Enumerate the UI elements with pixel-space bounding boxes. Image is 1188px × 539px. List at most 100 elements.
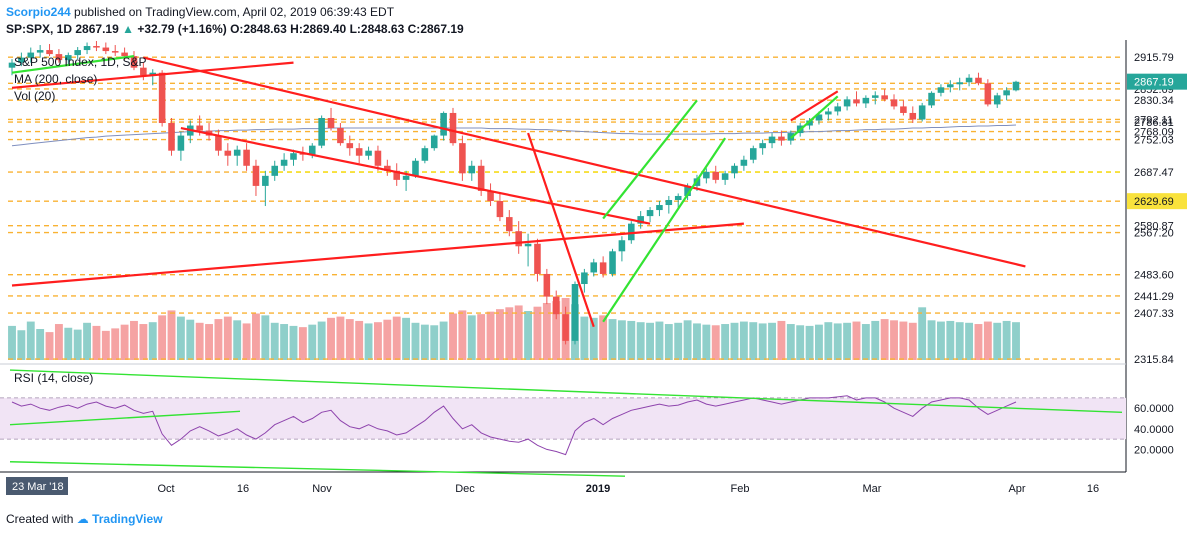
candle-body: [83, 46, 91, 51]
volume-bar: [36, 329, 45, 360]
volume-bar: [327, 317, 335, 360]
ohlc-line: SP:SPX, 1D 2867.19 ▲ +32.79 (+1.16%) O:2…: [6, 21, 906, 38]
candle: [421, 145, 429, 164]
candle: [412, 158, 419, 178]
volume-bar: [702, 324, 711, 360]
volume-bar: [974, 324, 983, 360]
trendline: [143, 56, 1026, 268]
high-value: 2869.40: [302, 22, 347, 36]
candle-body: [36, 50, 44, 53]
candle-body: [393, 170, 400, 180]
time-tick-label: 2019: [586, 483, 610, 495]
volume-bar: [186, 319, 195, 360]
volume-bar: [130, 320, 138, 360]
candle: [703, 168, 710, 184]
time-cursor-label: 23 Mar '18: [12, 481, 64, 493]
candle: [862, 95, 870, 108]
volume-bar: [824, 322, 833, 360]
volume-bar: [730, 322, 739, 360]
footer: Created with ☁ TradingView: [6, 512, 163, 526]
price-tick-label: 2407.33: [1134, 308, 1174, 320]
volume-bar: [223, 316, 232, 360]
candle: [890, 94, 898, 110]
candle-body: [477, 165, 485, 191]
volume-bar: [533, 306, 542, 360]
price-tick-label: 2915.79: [1134, 52, 1174, 64]
volume-bar: [721, 324, 730, 360]
volume-bar: [608, 319, 617, 360]
candle-body: [140, 67, 147, 76]
candle: [618, 236, 626, 262]
candle: [806, 117, 813, 130]
candle-body: [562, 314, 569, 341]
candle: [374, 145, 382, 171]
candle-body: [280, 159, 288, 166]
candle: [252, 159, 260, 196]
candle-body: [937, 87, 945, 93]
candle-body: [637, 216, 644, 224]
volume-bar: [880, 319, 889, 360]
candle-body: [252, 165, 260, 186]
trendline: [790, 95, 839, 139]
trendline: [602, 137, 727, 323]
candle: [881, 89, 888, 102]
candle-body: [918, 105, 926, 120]
candle-body: [215, 135, 222, 151]
candle: [900, 100, 907, 116]
time-tick-label: 16: [237, 483, 249, 495]
trendline: [790, 90, 839, 122]
candle-body: [665, 199, 673, 206]
volume-bar: [524, 311, 533, 360]
up-arrow-icon: ▲: [122, 22, 134, 36]
candle-body: [318, 117, 325, 146]
candle-body: [65, 55, 72, 61]
volume-bar: [477, 314, 486, 360]
candle-body: [224, 150, 232, 156]
author-name[interactable]: Scorpio244: [6, 5, 71, 19]
candle-body: [449, 112, 457, 144]
volume-bar: [871, 320, 880, 360]
volume-bar: [176, 316, 185, 360]
rsi-tick-label: 40.0000: [1134, 424, 1174, 436]
price-chart[interactable]: 2915.792863.862852.692830.342792.112786.…: [0, 40, 1188, 510]
candle: [871, 91, 879, 105]
candle: [956, 77, 963, 91]
volume-bar: [364, 323, 373, 360]
candle: [337, 123, 344, 146]
candle: [918, 102, 926, 122]
candle: [111, 45, 119, 57]
price-tick-label: 2792.11: [1134, 114, 1173, 126]
last-price: 2867.19: [75, 22, 119, 36]
candle: [243, 143, 250, 171]
rsi-trendline: [9, 461, 626, 477]
candle-body: [196, 125, 203, 131]
candle-body: [618, 240, 626, 252]
candle-body: [459, 143, 466, 174]
volume-bar: [467, 315, 476, 360]
candle-body: [46, 50, 53, 55]
candle-body: [806, 120, 813, 126]
tradingview-brand-link[interactable]: TradingView: [92, 512, 163, 526]
current-price-marker: [1127, 73, 1187, 90]
rsi-trendline: [9, 369, 1123, 414]
trendline: [11, 222, 744, 287]
candle-body: [27, 52, 35, 58]
price-tick-label: 2687.47: [1134, 167, 1174, 179]
volume-bar: [280, 324, 289, 360]
time-cursor-bg: [6, 477, 68, 495]
volume-bar: [45, 332, 54, 360]
candle: [27, 47, 35, 63]
rsi-band: [0, 397, 1126, 440]
volume-bar: [890, 320, 898, 360]
low-label: L:: [349, 22, 361, 36]
candle: [346, 135, 354, 156]
volume-bar: [955, 322, 964, 360]
time-tick-label: 16: [1087, 483, 1099, 495]
volume-bar: [664, 324, 673, 360]
volume-bar: [627, 320, 636, 360]
candle-body: [290, 153, 297, 160]
volume-bar: [345, 319, 354, 360]
price-tick-label: 2567.20: [1134, 228, 1174, 240]
trendline: [11, 61, 294, 89]
volume-bar: [777, 320, 786, 360]
